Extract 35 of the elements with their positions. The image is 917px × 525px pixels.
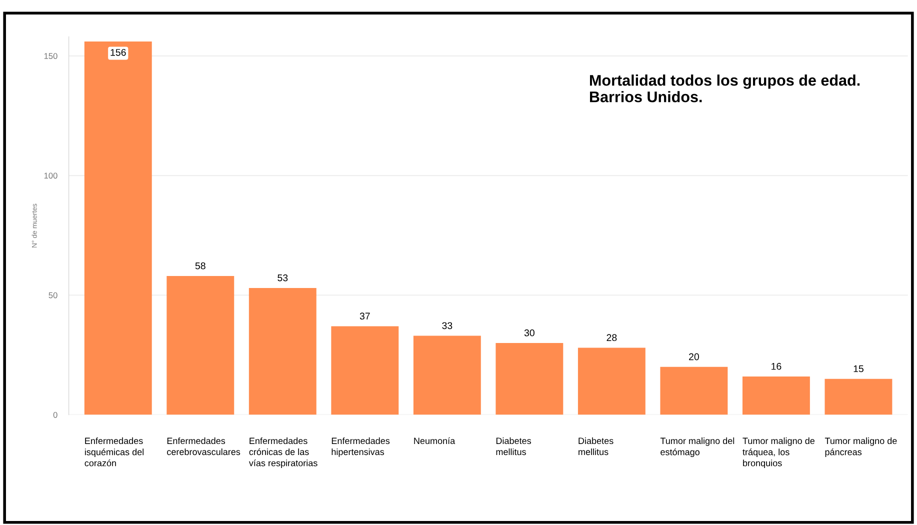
data-label: 33	[442, 322, 452, 330]
x-tick-label: Tumor maligno de tráquea, los bronquios	[742, 437, 815, 468]
data-label: 28	[606, 334, 617, 342]
bar	[248, 288, 316, 415]
bar	[824, 378, 892, 415]
y-tick-label: 150	[44, 53, 58, 59]
data-label: 37	[360, 312, 370, 320]
data-label: 58	[195, 262, 206, 270]
bar	[331, 326, 399, 415]
y-tick-label: 0	[53, 412, 58, 418]
data-label: 156	[110, 48, 126, 56]
x-tick-label: Tumor maligno de páncreas	[824, 437, 897, 458]
bar	[84, 42, 152, 415]
y-tick-label: 50	[48, 292, 58, 298]
data-label: 16	[772, 362, 782, 370]
text: Mortalidad todos los grupos de edad. Barrios Unidos.	[590, 74, 860, 102]
bar	[413, 336, 481, 415]
y-tick-label: 100	[44, 172, 58, 179]
bar	[496, 342, 564, 415]
bar	[660, 366, 728, 415]
bar	[578, 348, 646, 415]
x-tick-label: Tumor maligno del estómago	[660, 437, 734, 458]
data-label: 30	[524, 329, 534, 336]
x-tick-label: Enfermedades isquémicas del corazón	[84, 437, 144, 466]
bar	[742, 376, 810, 415]
x-tick-label: Diabetes mellitus	[496, 437, 532, 456]
x-tick-label: Enfermedades crónicas de las vías respiratorias	[248, 437, 318, 468]
data-label: 53	[278, 274, 288, 282]
data-label: 15	[854, 365, 864, 372]
bar	[166, 276, 234, 415]
x-tick-label: Diabetes mellitus	[578, 437, 614, 456]
x-tick-label: Enfermedades hipertensivas	[332, 437, 390, 457]
x-tick-label: Enfermedades cerebrovasculares	[167, 437, 240, 456]
x-tick-label: Neumonía	[414, 437, 456, 444]
data-label: 20	[689, 353, 699, 360]
